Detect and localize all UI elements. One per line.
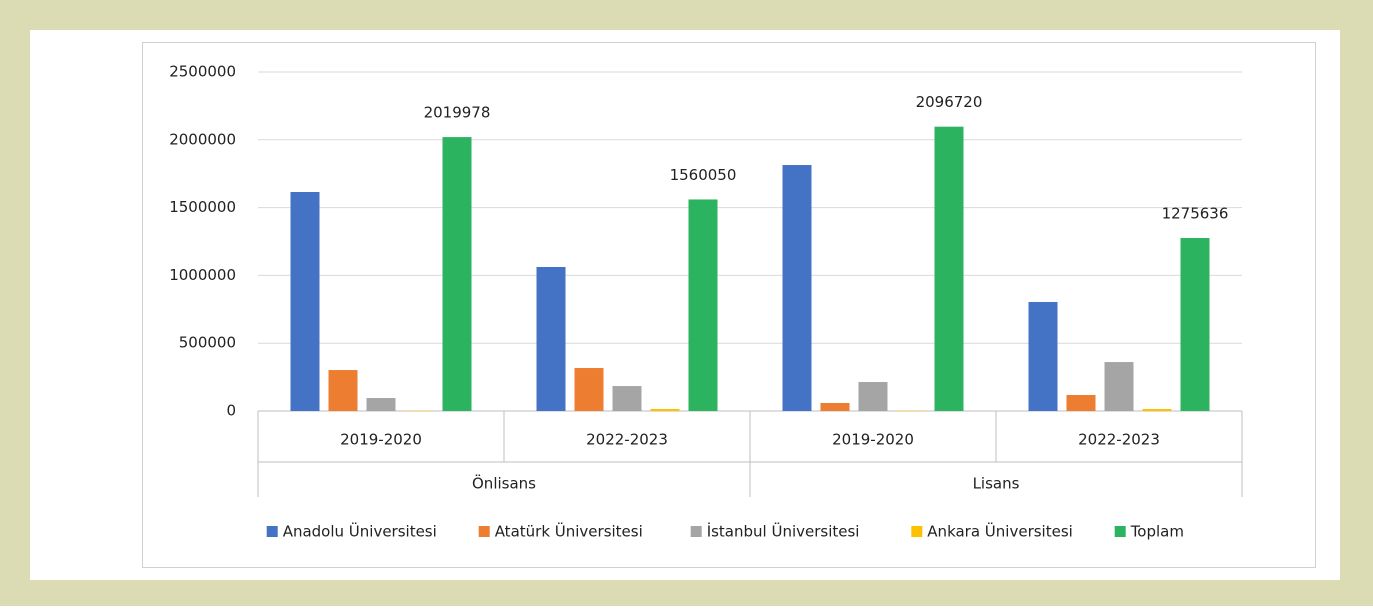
bar xyxy=(575,368,604,411)
bar xyxy=(329,370,358,411)
bar xyxy=(1105,362,1134,411)
bar xyxy=(1143,409,1172,411)
data-label: 2096720 xyxy=(916,93,983,111)
x-tick-label: 2022-2023 xyxy=(1078,431,1160,449)
bar xyxy=(651,409,680,411)
x-tick-label: 2019-2020 xyxy=(340,431,422,449)
x-tick-label: 2022-2023 xyxy=(586,431,668,449)
bar xyxy=(859,382,888,411)
group-label: Önlisans xyxy=(472,474,536,493)
bar xyxy=(935,127,964,411)
legend-label: Atatürk Üniversitesi xyxy=(495,522,643,541)
bar xyxy=(1067,395,1096,411)
bar xyxy=(1181,238,1210,411)
data-label: 2019978 xyxy=(424,104,491,122)
bar xyxy=(1029,302,1058,411)
legend-swatch xyxy=(1115,526,1126,537)
y-tick-label: 1000000 xyxy=(169,266,236,284)
bar xyxy=(689,199,718,411)
y-tick-label: 2500000 xyxy=(169,63,236,81)
legend-swatch xyxy=(691,526,702,537)
y-tick-label: 1500000 xyxy=(169,198,236,216)
bar xyxy=(291,192,320,411)
bar xyxy=(783,165,812,411)
bar xyxy=(613,386,642,411)
y-tick-label: 0 xyxy=(226,402,236,420)
legend-label: Ankara Üniversitesi xyxy=(927,522,1073,541)
legend-swatch xyxy=(267,526,278,537)
data-label: 1275636 xyxy=(1162,205,1229,223)
legend-swatch xyxy=(479,526,490,537)
y-tick-label: 2000000 xyxy=(169,130,236,148)
bar xyxy=(821,403,850,411)
group-label: Lisans xyxy=(973,475,1020,493)
legend-label: Anadolu Üniversitesi xyxy=(283,522,437,541)
panel xyxy=(30,30,1340,580)
data-label: 1560050 xyxy=(670,166,737,184)
bar xyxy=(537,267,566,411)
legend-swatch xyxy=(911,526,922,537)
bar xyxy=(367,398,396,411)
x-tick-label: 2019-2020 xyxy=(832,431,914,449)
legend-label: İstanbul Üniversitesi xyxy=(707,522,860,541)
bar xyxy=(443,137,472,411)
y-tick-label: 500000 xyxy=(179,334,236,352)
legend-label: Toplam xyxy=(1130,523,1184,541)
